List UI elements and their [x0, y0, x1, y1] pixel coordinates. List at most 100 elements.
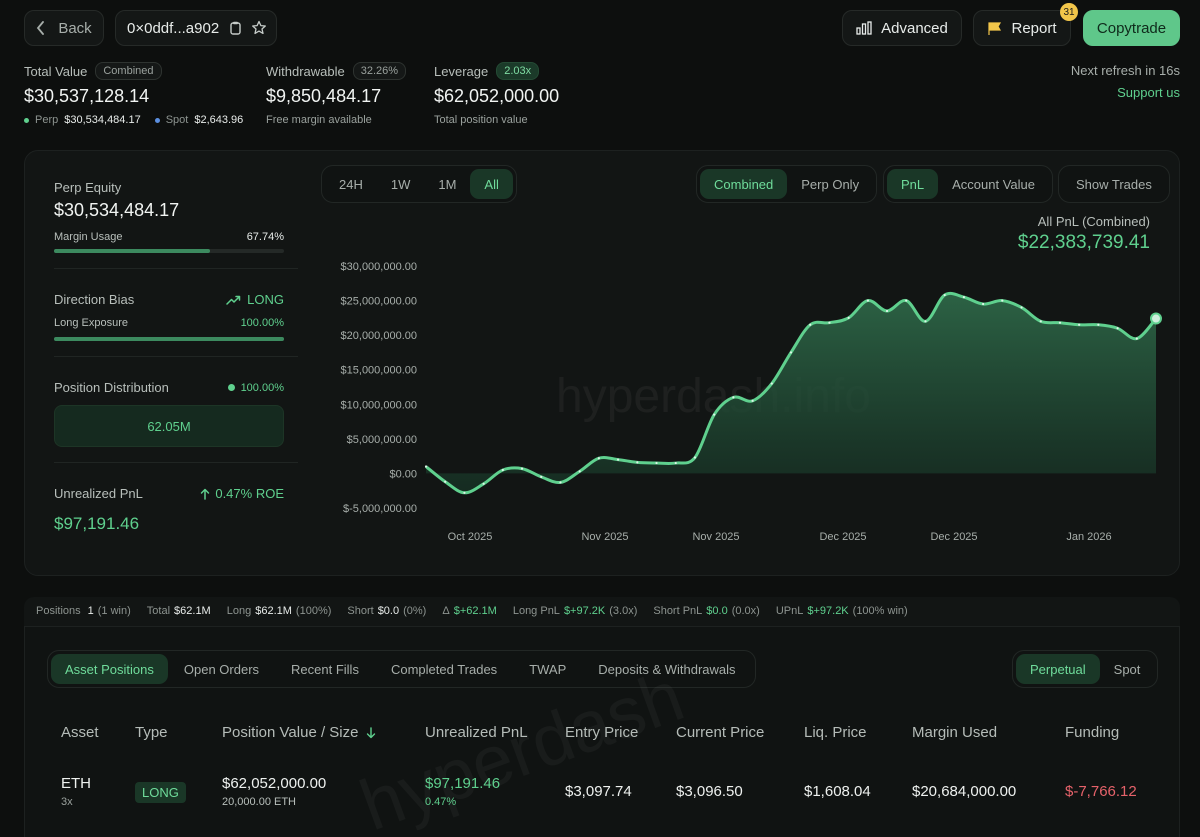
divider — [54, 268, 298, 269]
range-selector: 24H 1W 1M All — [321, 165, 517, 203]
perp-dot-icon — [24, 117, 29, 123]
row-funding: $-7,766.12 — [1065, 783, 1137, 800]
back-button[interactable]: Back — [24, 10, 104, 46]
long-pnl-label: Long PnL — [512, 605, 560, 617]
col-asset[interactable]: Asset — [61, 724, 99, 741]
report-label: Report — [1011, 19, 1057, 37]
margin-usage-value: 67.74% — [246, 231, 284, 243]
support-link[interactable]: Support us — [1117, 85, 1180, 100]
col-position-value[interactable]: Position Value / Size — [222, 724, 376, 741]
unrealized-roe: 0.47% ROE — [215, 486, 284, 501]
margin-usage-bar — [54, 249, 284, 253]
copytrade-button[interactable]: Copytrade — [1083, 10, 1180, 46]
stats-bar — [24, 597, 1180, 627]
positions-value: 1 — [87, 605, 94, 617]
wallet-address: 0×0ddf...a902 — [127, 19, 220, 37]
position-distribution-value: 100.00% — [240, 381, 284, 394]
withdrawable-value: $9,850,484.17 — [266, 86, 382, 106]
next-refresh: Next refresh in 16s — [1070, 63, 1180, 78]
short-pct: (0%) — [403, 605, 427, 617]
total-value-block: Total Value Combined $30,537,128.14 Perp… — [24, 62, 243, 126]
long-exposure-bar — [54, 337, 284, 341]
show-trades-button[interactable]: Show Trades — [1076, 176, 1152, 192]
leverage-label: Leverage — [434, 63, 489, 79]
row-position-value: $62,052,000.00 — [222, 775, 327, 792]
upnl-value: $+97.2K — [807, 605, 849, 617]
withdrawable-sub: Free margin available — [266, 114, 372, 126]
short-value: $0.0 — [377, 605, 400, 617]
position-distribution-bar: 62.05M — [54, 405, 284, 447]
withdrawable-label: Withdrawable — [266, 63, 345, 79]
withdrawable-block: Withdrawable 32.26% $9,850,484.17 Free m… — [266, 62, 407, 126]
star-icon[interactable] — [251, 20, 267, 36]
short-pnl-label: Short PnL — [653, 605, 703, 617]
toggle-spot[interactable]: Spot — [1113, 661, 1141, 677]
mode-selector: Combined Perp Only — [696, 165, 878, 203]
leverage-value: $62,052,000.00 — [434, 86, 560, 106]
col-entry-price[interactable]: Entry Price — [565, 724, 639, 741]
margin-usage-label: Margin Usage — [54, 231, 123, 243]
position-distribution-amount: 62.05M — [147, 418, 191, 434]
col-funding[interactable]: Funding — [1065, 724, 1120, 741]
withdrawable-badge: 32.26% — [352, 62, 407, 80]
row-upnl: $97,191.46 — [425, 775, 501, 792]
col-margin-used[interactable]: Margin Used — [912, 724, 998, 741]
spot-value: $2,643.96 — [194, 114, 244, 126]
row-type-badge: LONG — [135, 782, 186, 803]
margin-usage-fill — [54, 249, 210, 253]
unrealized-pnl-value: $97,191.46 — [54, 514, 140, 533]
copy-icon[interactable] — [229, 21, 242, 36]
tab-recent-fills[interactable]: Recent Fills — [291, 661, 359, 677]
tab-open-orders[interactable]: Open Orders — [183, 661, 260, 677]
short-label: Short — [347, 605, 374, 617]
metric-pnl[interactable]: PnL — [887, 169, 939, 199]
range-1w[interactable]: 1W — [390, 176, 411, 192]
divider — [54, 462, 298, 463]
col-liq-price[interactable]: Liq. Price — [804, 724, 867, 741]
perp-equity-label: Perp Equity — [54, 180, 122, 195]
chevron-left-icon — [36, 21, 46, 35]
unrealized-pnl-label: Unrealized PnL — [54, 486, 143, 501]
direction-bias-section: Direction Bias LONG Long Exposure 100.00… — [54, 292, 284, 341]
upnl-win: (100% win) — [852, 605, 908, 617]
tab-deposits-withdrawals[interactable]: Deposits & Withdrawals — [598, 661, 736, 677]
row-liq-price: $1,608.04 — [804, 783, 871, 800]
mode-perp-only[interactable]: Perp Only — [801, 176, 860, 192]
col-type[interactable]: Type — [135, 724, 168, 741]
col-position-value-label: Position Value / Size — [222, 724, 359, 741]
range-1m[interactable]: 1M — [438, 176, 457, 192]
tab-completed-trades[interactable]: Completed Trades — [390, 661, 498, 677]
toggle-perpetual[interactable]: Perpetual — [1016, 654, 1100, 684]
total-value-label: Total Value — [24, 63, 88, 79]
col-unrealized-pnl[interactable]: Unrealized PnL — [425, 724, 528, 741]
total-value: $62.1M — [174, 605, 211, 617]
position-distribution-section: Position Distribution 100.00% 62.05M — [54, 380, 284, 447]
stats-bar-content: Positions 1 (1 win) Total $62.1M Long $6… — [36, 605, 908, 617]
positions-tabs: Asset Positions Open Orders Recent Fills… — [47, 650, 756, 688]
row-entry-price: $3,097.74 — [565, 783, 632, 800]
show-trades-toggle: Show Trades — [1058, 165, 1170, 203]
long-dot-icon — [227, 384, 235, 391]
range-24h[interactable]: 24H — [339, 176, 363, 192]
row-upnl-pct: 0.47% — [425, 796, 457, 808]
spot-label: Spot — [165, 114, 189, 126]
address-box: 0×0ddf...a902 — [115, 10, 277, 46]
flag-icon — [987, 21, 1003, 36]
perp-label: Perp — [35, 114, 59, 126]
tab-asset-positions[interactable]: Asset Positions — [51, 654, 168, 684]
divider — [54, 356, 298, 357]
bar-chart-icon — [856, 21, 872, 35]
long-pct: (100%) — [295, 605, 332, 617]
tab-twap[interactable]: TWAP — [529, 661, 567, 677]
report-button[interactable]: Report — [973, 10, 1071, 46]
row-current-price: $3,096.50 — [676, 783, 743, 800]
total-label: Total — [146, 605, 171, 617]
arrow-up-icon — [200, 488, 210, 500]
col-current-price[interactable]: Current Price — [676, 724, 765, 741]
range-all[interactable]: All — [470, 169, 513, 199]
market-toggle: Perpetual Spot — [1012, 650, 1159, 688]
mode-combined[interactable]: Combined — [700, 169, 788, 199]
advanced-button[interactable]: Advanced — [842, 10, 962, 46]
metric-account-value[interactable]: Account Value — [952, 176, 1036, 192]
unrealized-pnl-section: Unrealized PnL 0.47% ROE $97,191.46 — [54, 486, 284, 534]
